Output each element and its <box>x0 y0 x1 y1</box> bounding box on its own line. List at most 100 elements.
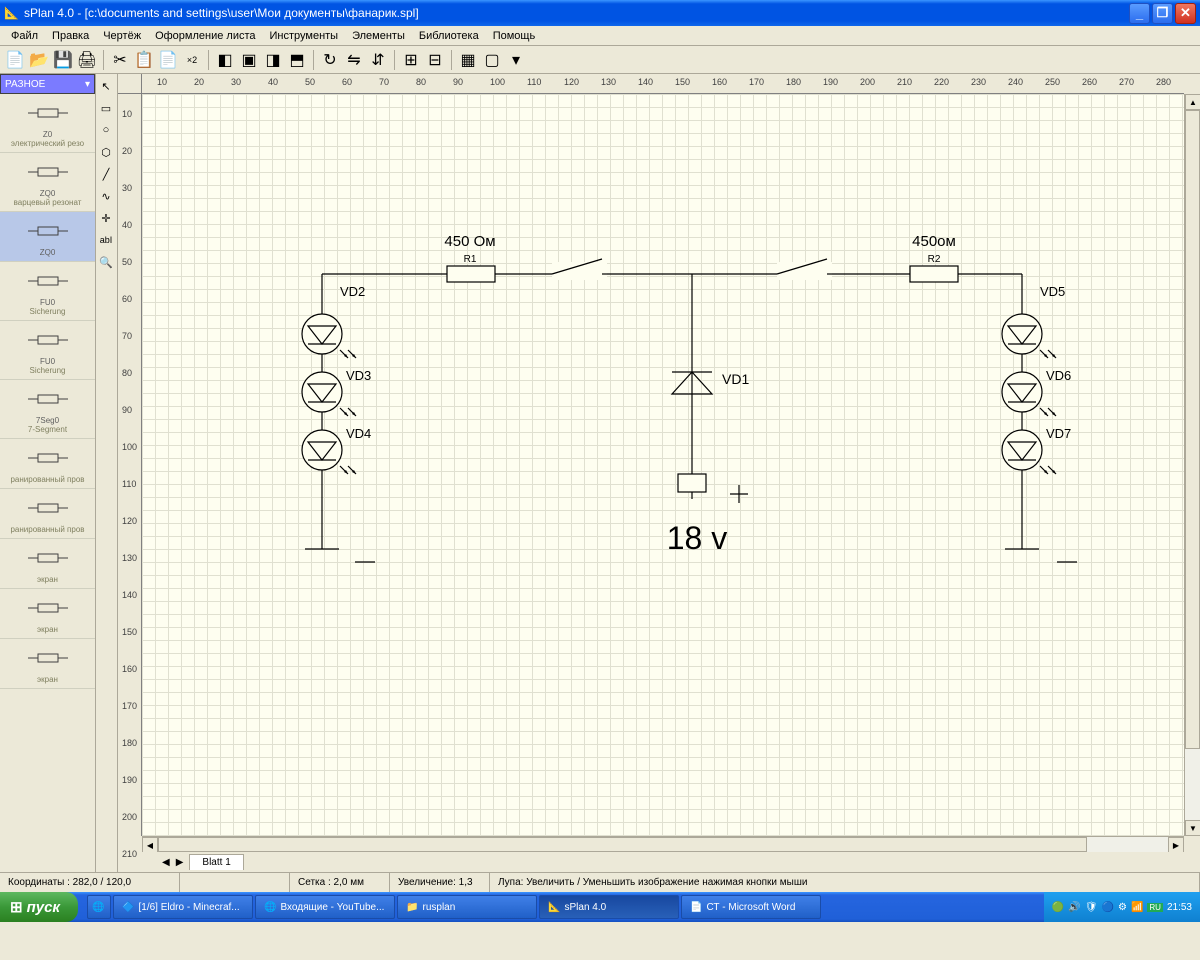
r2-value: 450ом <box>912 233 956 250</box>
window-titlebar: 📐 sPlan 4.0 - [c:\documents and settings… <box>0 0 1200 26</box>
menubar: ФайлПравкаЧертёжОформление листаИнструме… <box>0 26 1200 46</box>
component-item[interactable]: ранированный пров <box>0 489 95 539</box>
component-item[interactable]: FU0Sicherung <box>0 321 95 380</box>
menu-Помощь[interactable]: Помощь <box>486 28 543 44</box>
horizontal-ruler: 1020304050607080901001101201301401501601… <box>142 74 1184 94</box>
open-button[interactable]: 📂 <box>28 49 50 71</box>
ungroup-button[interactable]: ⊟ <box>424 49 446 71</box>
flip-h-button[interactable]: ⇋ <box>343 49 365 71</box>
tray-icon[interactable]: ⚙ <box>1118 902 1127 913</box>
vertical-scrollbar[interactable]: ▲ ▼ <box>1184 94 1200 836</box>
svg-text:VD4: VD4 <box>346 426 371 441</box>
svg-text:VD5: VD5 <box>1040 284 1065 299</box>
menu-Оформление листа[interactable]: Оформление листа <box>148 28 262 44</box>
zoom-tool[interactable]: 🔍 <box>96 252 116 272</box>
ruler-corner <box>118 74 142 94</box>
rect-tool[interactable]: ▭ <box>96 98 116 118</box>
new-button[interactable]: 📄 <box>4 49 26 71</box>
canvas-viewport[interactable]: 450 Ом R1 450ом R2 <box>142 94 1184 836</box>
save-button[interactable]: 💾 <box>52 49 74 71</box>
r2-label: R2 <box>928 254 941 265</box>
page-button[interactable]: ▢ <box>481 49 503 71</box>
node-tool[interactable]: ✛ <box>96 208 116 228</box>
menu-Правка[interactable]: Правка <box>45 28 96 44</box>
schematic-drawing: 450 Ом R1 450ом R2 <box>142 94 1184 836</box>
sheet-tabs: ◀ ▶ Blatt 1 <box>142 852 1184 872</box>
sheet-tab[interactable]: Blatt 1 <box>189 854 243 870</box>
component-item[interactable]: ZQ0 <box>0 212 95 262</box>
svg-text:VD1: VD1 <box>722 371 749 387</box>
quicklaunch-icon[interactable]: 🌐 <box>87 895 111 919</box>
workspace: РАЗНОЕ▾ Z0электрический резоZQ0варцевый … <box>0 74 1200 872</box>
rotate-button[interactable]: ↻ <box>319 49 341 71</box>
diode-vd1: VD1 <box>672 371 749 394</box>
component-item[interactable]: ZQ0варцевый резонат <box>0 153 95 212</box>
statusbar: Координаты : 282,0 / 120,0 Сетка : 2,0 м… <box>0 872 1200 892</box>
tray-icon[interactable]: 🛡 <box>1085 902 1098 913</box>
main-toolbar: 📄 📂 💾 🖨 ✂ 📋 📄 ×2 ◧ ▣ ◨ ⬒ ↻ ⇋ ⇵ ⊞ ⊟ ▦ ▢ ▾ <box>0 46 1200 74</box>
menu-Элементы[interactable]: Элементы <box>345 28 412 44</box>
component-item[interactable]: ранированный пров <box>0 439 95 489</box>
pointer-tool[interactable]: ↖ <box>96 76 116 96</box>
component-library-panel: РАЗНОЕ▾ Z0электрический резоZQ0варцевый … <box>0 74 96 872</box>
text-tool[interactable]: abI <box>96 230 116 250</box>
component-item[interactable]: Z0электрический резо <box>0 94 95 153</box>
library-dropdown[interactable]: РАЗНОЕ▾ <box>0 74 95 94</box>
taskbar-item[interactable]: 📐sPlan 4.0 <box>539 895 679 919</box>
svg-text:VD2: VD2 <box>340 284 365 299</box>
component-item[interactable]: экран <box>0 589 95 639</box>
windows-taskbar: ⊞пуск 🌐 🔷[1/6] Eldro - Minecraf...🌐Входя… <box>0 892 1200 922</box>
canvas-area: 1020304050607080901001101201301401501601… <box>118 74 1200 872</box>
component-item[interactable]: FU0Sicherung <box>0 262 95 321</box>
menu-Чертёж[interactable]: Чертёж <box>96 28 148 44</box>
grid-button[interactable]: ▦ <box>457 49 479 71</box>
tray-icon[interactable]: 🔊 <box>1068 902 1080 913</box>
maximize-button[interactable]: ❐ <box>1152 3 1173 24</box>
horizontal-scrollbar[interactable]: ◀ ▶ <box>142 836 1184 852</box>
bezier-tool[interactable]: ∿ <box>96 186 116 206</box>
r1-label: R1 <box>464 254 477 265</box>
r1-value: 450 Ом <box>444 233 495 250</box>
component-item[interactable]: экран <box>0 539 95 589</box>
menu-Файл[interactable]: Файл <box>4 28 45 44</box>
taskbar-item[interactable]: 🌐Входящие - YouTube... <box>255 895 395 919</box>
component-item[interactable]: экран <box>0 639 95 689</box>
copy-button[interactable]: 📋 <box>133 49 155 71</box>
align-left-button[interactable]: ◧ <box>214 49 236 71</box>
tray-icon[interactable]: 🟢 <box>1052 902 1064 913</box>
drawing-toolbar: ↖ ▭ ○ ⬡ ╱ ∿ ✛ abI 🔍 <box>96 74 118 872</box>
line-tool[interactable]: ╱ <box>96 164 116 184</box>
flip-v-button[interactable]: ⇵ <box>367 49 389 71</box>
close-button[interactable]: ✕ <box>1175 3 1196 24</box>
menu-Инструменты[interactable]: Инструменты <box>263 28 346 44</box>
minimize-button[interactable]: _ <box>1129 3 1150 24</box>
voltage-label: 18 v <box>667 520 727 556</box>
poly-tool[interactable]: ⬡ <box>96 142 116 162</box>
system-tray[interactable]: 🟢 🔊 🛡 🔵 ⚙ 📶 RU 21:53 <box>1044 892 1200 922</box>
dropdown-button[interactable]: ▾ <box>505 49 527 71</box>
paste-button[interactable]: 📄 <box>157 49 179 71</box>
align-right-button[interactable]: ◨ <box>262 49 284 71</box>
print-button[interactable]: 🖨 <box>76 49 98 71</box>
x2-button[interactable]: ×2 <box>181 49 203 71</box>
taskbar-item[interactable]: 📁rusplan <box>397 895 537 919</box>
group-button[interactable]: ⊞ <box>400 49 422 71</box>
next-tab-button[interactable]: ▶ <box>176 857 184 868</box>
vertical-ruler: 1020304050607080901001101201301401501601… <box>118 94 142 836</box>
circle-tool[interactable]: ○ <box>96 120 116 140</box>
svg-text:VD6: VD6 <box>1046 368 1071 383</box>
tray-icon[interactable]: 📶 <box>1131 902 1143 913</box>
align-center-button[interactable]: ▣ <box>238 49 260 71</box>
component-item[interactable]: 7Seg07-Segment <box>0 380 95 439</box>
align-top-button[interactable]: ⬒ <box>286 49 308 71</box>
menu-Библиотека[interactable]: Библиотека <box>412 28 486 44</box>
tray-lang-icon[interactable]: RU <box>1147 903 1163 912</box>
cut-button[interactable]: ✂ <box>109 49 131 71</box>
start-button[interactable]: ⊞пуск <box>0 892 78 922</box>
tray-icon[interactable]: 🔵 <box>1102 902 1114 913</box>
canvas[interactable]: 450 Ом R1 450ом R2 <box>142 94 1184 836</box>
taskbar-item[interactable]: 📄СТ - Microsoft Word <box>681 895 821 919</box>
window-title: sPlan 4.0 - [c:\documents and settings\u… <box>19 6 1129 20</box>
prev-tab-button[interactable]: ◀ <box>162 857 170 868</box>
taskbar-item[interactable]: 🔷[1/6] Eldro - Minecraf... <box>113 895 253 919</box>
